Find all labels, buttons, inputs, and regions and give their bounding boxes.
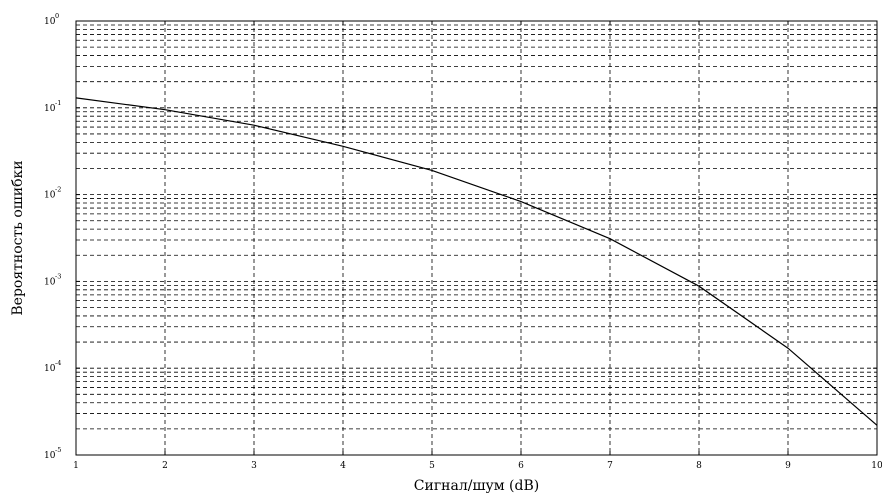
x-tick-label: 10 <box>871 461 882 471</box>
y-tick-exponent: -2 <box>55 186 61 194</box>
y-tick-base: 10 <box>44 104 56 114</box>
y-tick-base: 10 <box>44 277 56 287</box>
y-tick-label: 10-4 <box>44 359 61 374</box>
x-tick-label: 9 <box>785 461 791 471</box>
grid <box>75 21 878 456</box>
x-tick-label: 7 <box>607 461 613 471</box>
plot-frame <box>75 20 878 456</box>
x-tick-label: 1 <box>73 461 79 471</box>
y-tick-base: 10 <box>44 451 56 461</box>
x-tick-labels: 1 2 3 4 5 6 7 8 9 10 <box>73 21 882 471</box>
y-tick-exponent: -5 <box>55 446 61 454</box>
y-tick-base: 10 <box>44 191 56 201</box>
y-tick-label: 10-1 <box>44 99 61 114</box>
y-tick-exponent: 0 <box>55 12 59 20</box>
y-tick-exponent: -1 <box>55 99 61 107</box>
y-tick-base: 10 <box>44 364 56 374</box>
y-tick-label: 100 <box>44 12 59 27</box>
x-tick-label: 8 <box>696 461 702 471</box>
x-tick-label: 2 <box>162 461 168 471</box>
x-tick-label: 5 <box>429 461 435 471</box>
y-tick-base: 10 <box>44 17 56 27</box>
y-axis-label: Вероятность ошибки <box>10 160 26 315</box>
y-tick-exponent: -3 <box>55 272 61 280</box>
x-tick-label: 3 <box>251 461 257 471</box>
y-tick-exponent: -4 <box>55 359 61 367</box>
y-tick-label: 10-2 <box>44 186 61 201</box>
y-tick-label: 10-3 <box>44 272 61 287</box>
x-axis-label: Сигнал/шум (dB) <box>414 478 539 494</box>
y-tick-label: 10-5 <box>44 446 61 461</box>
data-series-line <box>75 97 878 426</box>
x-tick-label: 4 <box>340 461 346 471</box>
x-tick-label: 6 <box>518 461 524 471</box>
curve-layer <box>75 97 878 426</box>
